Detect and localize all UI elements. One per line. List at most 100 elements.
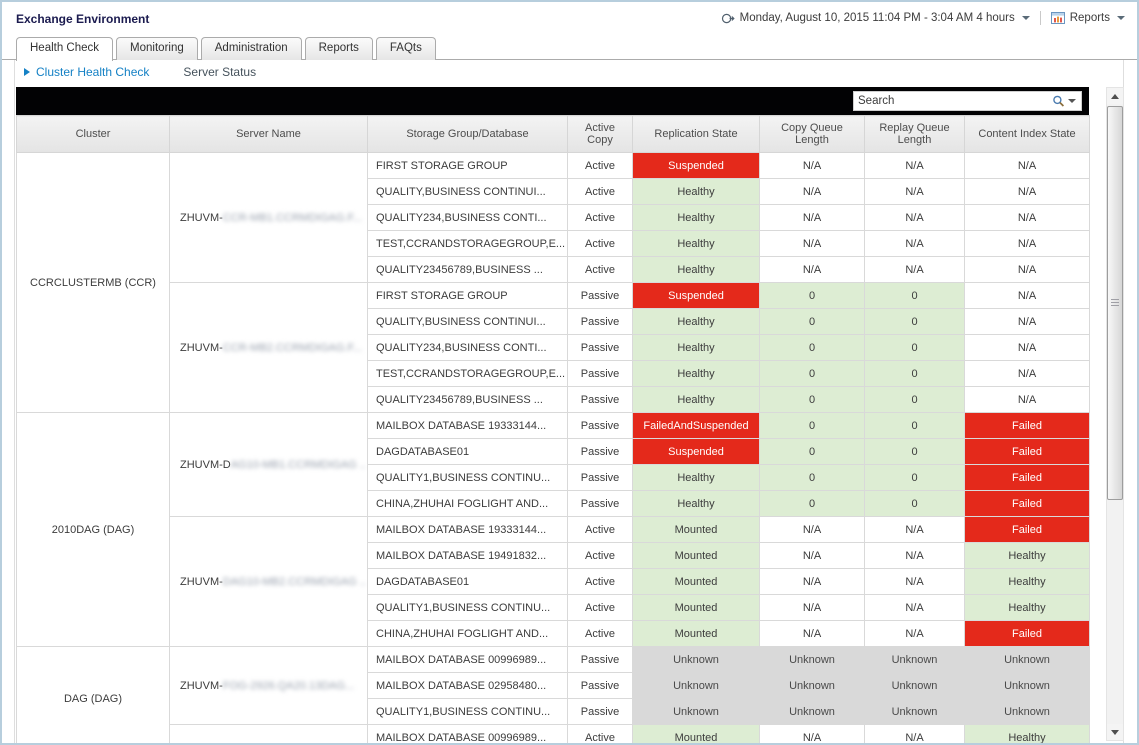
top-bar: Exchange Environment Monday, August 10, … (2, 2, 1137, 34)
copy-queue-cell: 0 (759, 490, 865, 517)
replication-state-cell: Healthy (632, 256, 760, 283)
storage-group-cell: TEST,CCRANDSTORAGEGROUP,E... (367, 230, 568, 257)
scrollbar-thumb[interactable] (1107, 106, 1123, 500)
replication-state-cell: Unknown (632, 646, 760, 673)
table-row[interactable]: QUALITY234,BUSINESS CONTI... Active Health… (17, 204, 1090, 231)
replication-state-cell: Suspended (632, 282, 760, 309)
replication-state-cell: Mounted (632, 594, 760, 621)
storage-group-cell: DAGDATABASE01 (367, 438, 568, 465)
table-row[interactable]: QUALITY1,BUSINESS CONTINU... Active Mounte… (17, 594, 1090, 621)
search-box[interactable] (853, 91, 1082, 111)
table-row[interactable]: CHINA,ZHUHAI FOGLIGHT AND... Passive Healt… (17, 490, 1090, 517)
server-name-visible: ZHUVM- (180, 679, 223, 692)
table-row[interactable]: QUALITY,BUSINESS CONTINUI... Active Health… (17, 178, 1090, 205)
server-name-redacted: AG10-MB1.CCRMDIGAG .. (230, 458, 366, 471)
table-row[interactable]: DAGDATABASE01 Passive Suspended 0 0 Failed (17, 438, 1090, 465)
time-range-label: Monday, August 10, 2015 11:04 PM - 3:04 … (739, 12, 1015, 24)
table-row[interactable]: ZHUVM-DAG10-MB2.CCRMDIGAG .. MAILBOX DATA… (17, 516, 1090, 647)
replay-queue-cell: N/A (864, 724, 965, 743)
scroll-up-button[interactable] (1107, 88, 1123, 104)
replay-queue-cell: 0 (864, 438, 965, 465)
tab-reports[interactable]: Reports (304, 37, 373, 60)
table-row[interactable]: MAILBOX DATABASE 19491832... Active Mounte… (17, 542, 1090, 569)
server-name-cell: ZHUVM-CCR-MB1.CCRMDIGAG.F... (169, 152, 368, 283)
table-row[interactable]: QUALITY23456789,BUSINESS ... Active Health… (17, 256, 1090, 283)
search-options-caret[interactable] (1068, 99, 1076, 103)
storage-group-cell: QUALITY1,BUSINESS CONTINU... (367, 698, 568, 725)
copy-queue-cell: N/A (759, 152, 865, 179)
replay-queue-cell: N/A (864, 152, 965, 179)
table-row[interactable]: TEST,CCRANDSTORAGEGROUP,E... Passive Healt… (17, 360, 1090, 387)
table-row[interactable]: QUALITY,BUSINESS CONTINUI... Passive Healt… (17, 308, 1090, 335)
replay-queue-cell: N/A (864, 542, 965, 569)
subnav-item-cluster-health-check[interactable]: Cluster Health Check (24, 65, 149, 79)
table-row[interactable]: QUALITY23456789,BUSINESS ... Passive Healt… (17, 386, 1090, 413)
server-name-cell: ZHUVM-DAG10-MB2.CCRMDIGAG .. (169, 516, 368, 647)
column-header-storage-group-database: Storage Group/Database (367, 115, 568, 153)
time-range-selector[interactable]: Monday, August 10, 2015 11:04 PM - 3:04 … (721, 12, 1030, 25)
subnav-item-server-status[interactable]: Server Status (183, 65, 256, 79)
storage-group-cell: MAILBOX DATABASE 19333144... (367, 412, 568, 439)
replay-queue-cell: N/A (864, 516, 965, 543)
replication-state-cell: Healthy (632, 360, 760, 387)
storage-group-cell: CHINA,ZHUHAI FOGLIGHT AND... (367, 490, 568, 517)
content-index-cell: N/A (964, 152, 1090, 179)
tab-health-check[interactable]: Health Check (16, 37, 114, 61)
active-copy-cell: Passive (567, 282, 633, 309)
table-row[interactable]: QUALITY1,BUSINESS CONTINU... Passive Healt… (17, 464, 1090, 491)
replay-queue-cell: N/A (864, 620, 965, 647)
tab-monitoring[interactable]: Monitoring (116, 37, 198, 60)
active-copy-cell: Active (567, 256, 633, 283)
replication-state-cell: Suspended (632, 438, 760, 465)
copy-queue-cell: N/A (759, 204, 865, 231)
storage-group-cell: QUALITY234,BUSINESS CONTI... (367, 204, 568, 231)
server-name-redacted: DAG10-MB2.CCRMDIGAG .. (222, 575, 366, 588)
replay-queue-cell: N/A (864, 256, 965, 283)
active-copy-cell: Passive (567, 698, 633, 725)
replication-state-cell: Mounted (632, 516, 760, 543)
copy-queue-cell: N/A (759, 620, 865, 647)
replay-queue-cell: 0 (864, 282, 965, 309)
cluster-cell: 2010DAG (DAG) (16, 412, 170, 647)
table-row[interactable]: DAGDATABASE01 Active Mounted N/A N/A Healthy (17, 568, 1090, 595)
server-name-cell: ZHUVM-DAG10-MB1.CCRMDIGAG .. (169, 412, 368, 517)
tab-administration[interactable]: Administration (200, 37, 302, 60)
copy-queue-cell: 0 (759, 308, 865, 335)
table-row[interactable]: MAILBOX DATABASE 02958480... Passive Unkno… (17, 672, 1090, 699)
copy-queue-cell: 0 (759, 464, 865, 491)
table-row[interactable]: TEST,CCRANDSTORAGEGROUP,E... Active Health… (17, 230, 1090, 257)
storage-group-cell: FIRST STORAGE GROUP (367, 152, 568, 179)
storage-group-cell: FIRST STORAGE GROUP (367, 282, 568, 309)
content-index-cell: N/A (964, 360, 1090, 387)
active-copy-cell: Active (567, 152, 633, 179)
scroll-down-button[interactable] (1107, 724, 1123, 740)
active-copy-cell: Passive (567, 646, 633, 673)
table-row[interactable]: 2010DAG (DAG) ZHUVM-DAG10-MB1.CCRMDIGAG .… (16, 412, 1090, 647)
search-icon[interactable] (1052, 95, 1065, 108)
server-name-visible: ZHUVM-D (180, 458, 231, 471)
active-copy-cell: Passive (567, 412, 633, 439)
active-copy-cell: Passive (567, 386, 633, 413)
active-copy-cell: Passive (567, 490, 633, 517)
reports-menu[interactable]: Reports (1050, 12, 1125, 24)
tab-faqts[interactable]: FAQts (375, 37, 436, 60)
active-copy-cell: Passive (567, 360, 633, 387)
table-row[interactable]: ZHUVM-CCR-MB2.CCRMDIGAG.F... FIRST STORAG… (17, 282, 1090, 413)
vertical-scrollbar[interactable] (1106, 87, 1124, 741)
table-row[interactable]: QUALITY1,BUSINESS CONTINU... Passive Unkno… (17, 698, 1090, 725)
table-row[interactable]: CCRCLUSTERMB (CCR) ZHUVM-CCR-MB1.CCRMDIGA… (16, 152, 1090, 413)
active-copy-cell: Passive (567, 334, 633, 361)
active-copy-cell: Active (567, 178, 633, 205)
page-title: Exchange Environment (16, 12, 150, 26)
active-copy-cell: Passive (567, 464, 633, 491)
replay-queue-cell: N/A (864, 204, 965, 231)
table-row[interactable]: MAILBOX DATABASE 00996989... Active Mounte… (17, 724, 1090, 743)
table-row[interactable]: DAG (DAG) ZHUVM-FOG-2926.QA20.13DAG... MAI… (16, 646, 1090, 743)
replication-state-cell: Mounted (632, 620, 760, 647)
copy-queue-cell: Unknown (759, 698, 865, 725)
search-input[interactable] (854, 95, 1052, 107)
storage-group-cell: QUALITY1,BUSINESS CONTINU... (367, 464, 568, 491)
table-row[interactable]: QUALITY234,BUSINESS CONTI... Passive Healt… (17, 334, 1090, 361)
replay-queue-cell: 0 (864, 360, 965, 387)
cluster-cell: DAG (DAG) (16, 646, 170, 743)
